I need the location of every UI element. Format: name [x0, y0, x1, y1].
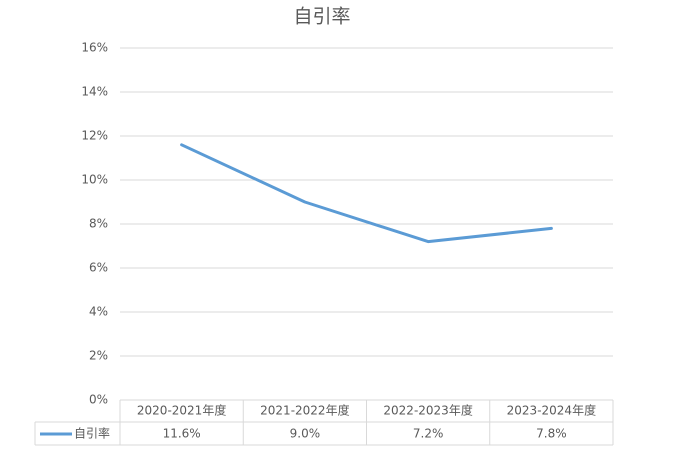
y-tick-label: 0% [89, 393, 108, 407]
y-tick-label: 2% [89, 349, 108, 363]
y-tick-label: 14% [81, 85, 108, 99]
table-value: 7.2% [413, 427, 444, 441]
table-value: 7.8% [536, 427, 567, 441]
y-tick-label: 12% [81, 129, 108, 143]
y-tick-label: 4% [89, 305, 108, 319]
y-tick-label: 6% [89, 261, 108, 275]
x-tick-label: 2023-2024年度 [507, 403, 596, 418]
y-tick-label: 10% [81, 173, 108, 187]
x-tick-label: 2020-2021年度 [137, 403, 226, 418]
chart-title: 自引率 [293, 6, 350, 28]
data-line [180, 143, 553, 244]
table-value: 11.6% [163, 427, 201, 441]
y-tick-label: 8% [89, 217, 108, 231]
y-tick-label: 16% [81, 41, 108, 55]
x-tick-label: 2022-2023年度 [383, 403, 472, 418]
table-value: 9.0% [290, 427, 321, 441]
x-tick-label: 2021-2022年度 [260, 403, 349, 418]
legend-label: 自引率 [74, 426, 110, 441]
